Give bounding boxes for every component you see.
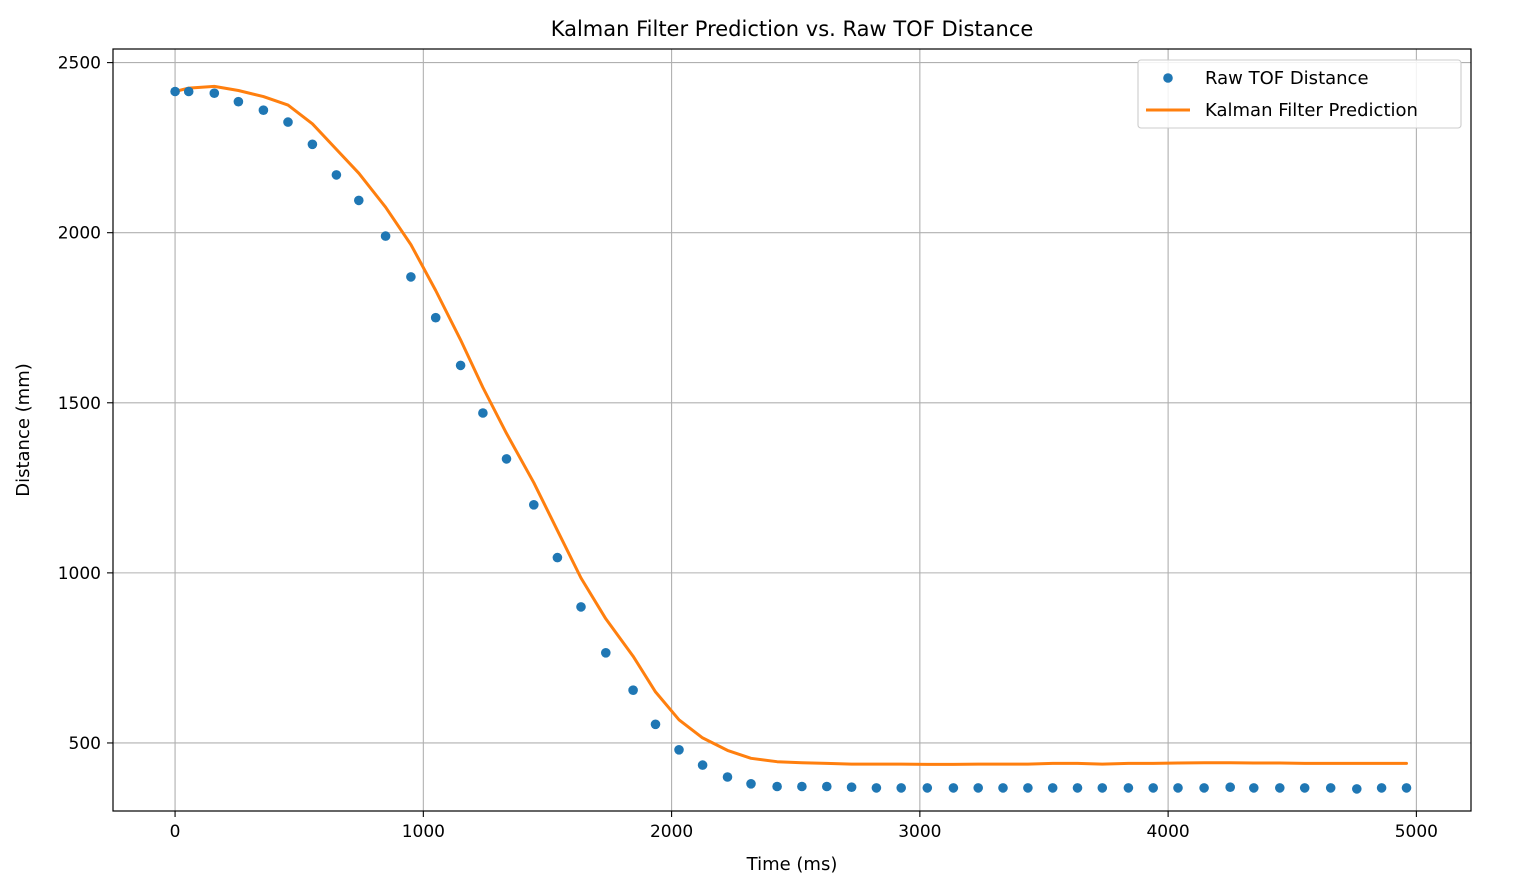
raw-tof-point [331,170,342,180]
raw-tof-point [529,500,539,510]
raw-tof-point [746,779,756,789]
raw-tof-point [1173,783,1183,793]
raw-tof-point [822,781,832,792]
raw-tof-point [307,139,318,150]
chart-title: Kalman Filter Prediction vs. Raw TOF Dis… [551,17,1034,41]
legend-raw-marker [1163,73,1173,83]
x-tick-label: 0 [170,822,181,842]
raw-tof-point [183,86,194,97]
legend-raw-label: Raw TOF Distance [1205,68,1369,89]
raw-tof-point [1047,783,1058,793]
axis-ticks: 0 1000 2000 3000 4000 5000 500 1000 1500 2000 2500 [58,54,1438,842]
raw-tof-point [650,719,661,730]
legend: Raw TOF Distance Kalman Filter Predictio… [1137,59,1462,129]
raw-tof-point [1275,783,1285,793]
raw-tof-point [846,782,857,792]
raw-tof-point [478,408,488,418]
raw-tof-point [1325,783,1336,793]
raw-tof-point [552,552,563,563]
x-axis-label: Time (ms) [746,854,838,875]
y-tick-label: 1000 [58,564,101,584]
raw-tof-point [380,231,391,241]
raw-series [170,86,1412,794]
raw-tof-point [1023,783,1033,793]
x-tick-label: 4000 [1146,822,1189,842]
raw-tof-point [430,312,441,323]
y-tick-label: 500 [69,734,101,754]
raw-tof-point [628,685,638,695]
grid-lines [113,49,1471,811]
kalman-prediction-line [173,84,1408,766]
raw-tof-point [1401,783,1412,793]
x-tick-label: 2000 [650,822,693,842]
raw-tof-point [501,454,512,464]
raw-tof-point [973,783,983,793]
raw-tof-point [1352,784,1362,794]
raw-tof-point [1097,783,1108,793]
raw-tof-point [354,195,364,206]
y-tick-label: 2500 [58,54,101,74]
raw-tof-point [233,96,244,107]
raw-tof-point [1072,783,1083,793]
raw-tof-point [797,781,807,792]
legend-kalman-label: Kalman Filter Prediction [1205,100,1418,121]
raw-tof-point [170,86,180,97]
raw-tof-point [1123,783,1134,793]
raw-tof-point [1199,783,1209,793]
raw-tof-point [455,360,466,371]
raw-tof-point [1376,783,1387,793]
x-tick-label: 3000 [898,822,941,842]
raw-tof-point [674,745,684,755]
kalman-series [173,84,1408,766]
raw-tof-point [948,783,959,793]
raw-tof-point [772,781,782,792]
x-tick-label: 1000 [402,822,445,842]
x-tick-label: 5000 [1395,822,1438,842]
raw-tof-point [601,648,611,658]
raw-tof-point [1225,782,1235,792]
raw-tof-point [722,772,733,782]
raw-tof-point [1249,783,1259,793]
raw-tof-point [922,783,933,793]
y-tick-label: 1500 [58,394,101,414]
raw-tof-point [697,760,708,770]
raw-tof-point [998,783,1008,793]
plot-frame [112,48,1472,812]
y-tick-label: 2000 [58,224,101,244]
raw-tof-point [1299,783,1310,793]
legend-box [1137,59,1462,129]
raw-tof-point [576,602,586,612]
raw-tof-point [258,105,269,115]
raw-tof-point [871,783,882,793]
y-axis-label: Distance (mm) [13,363,34,497]
raw-tof-point [896,783,906,793]
raw-tof-point [1148,783,1158,793]
raw-tof-point [283,117,293,127]
raw-tof-point [209,88,220,98]
raw-tof-point [406,272,416,282]
